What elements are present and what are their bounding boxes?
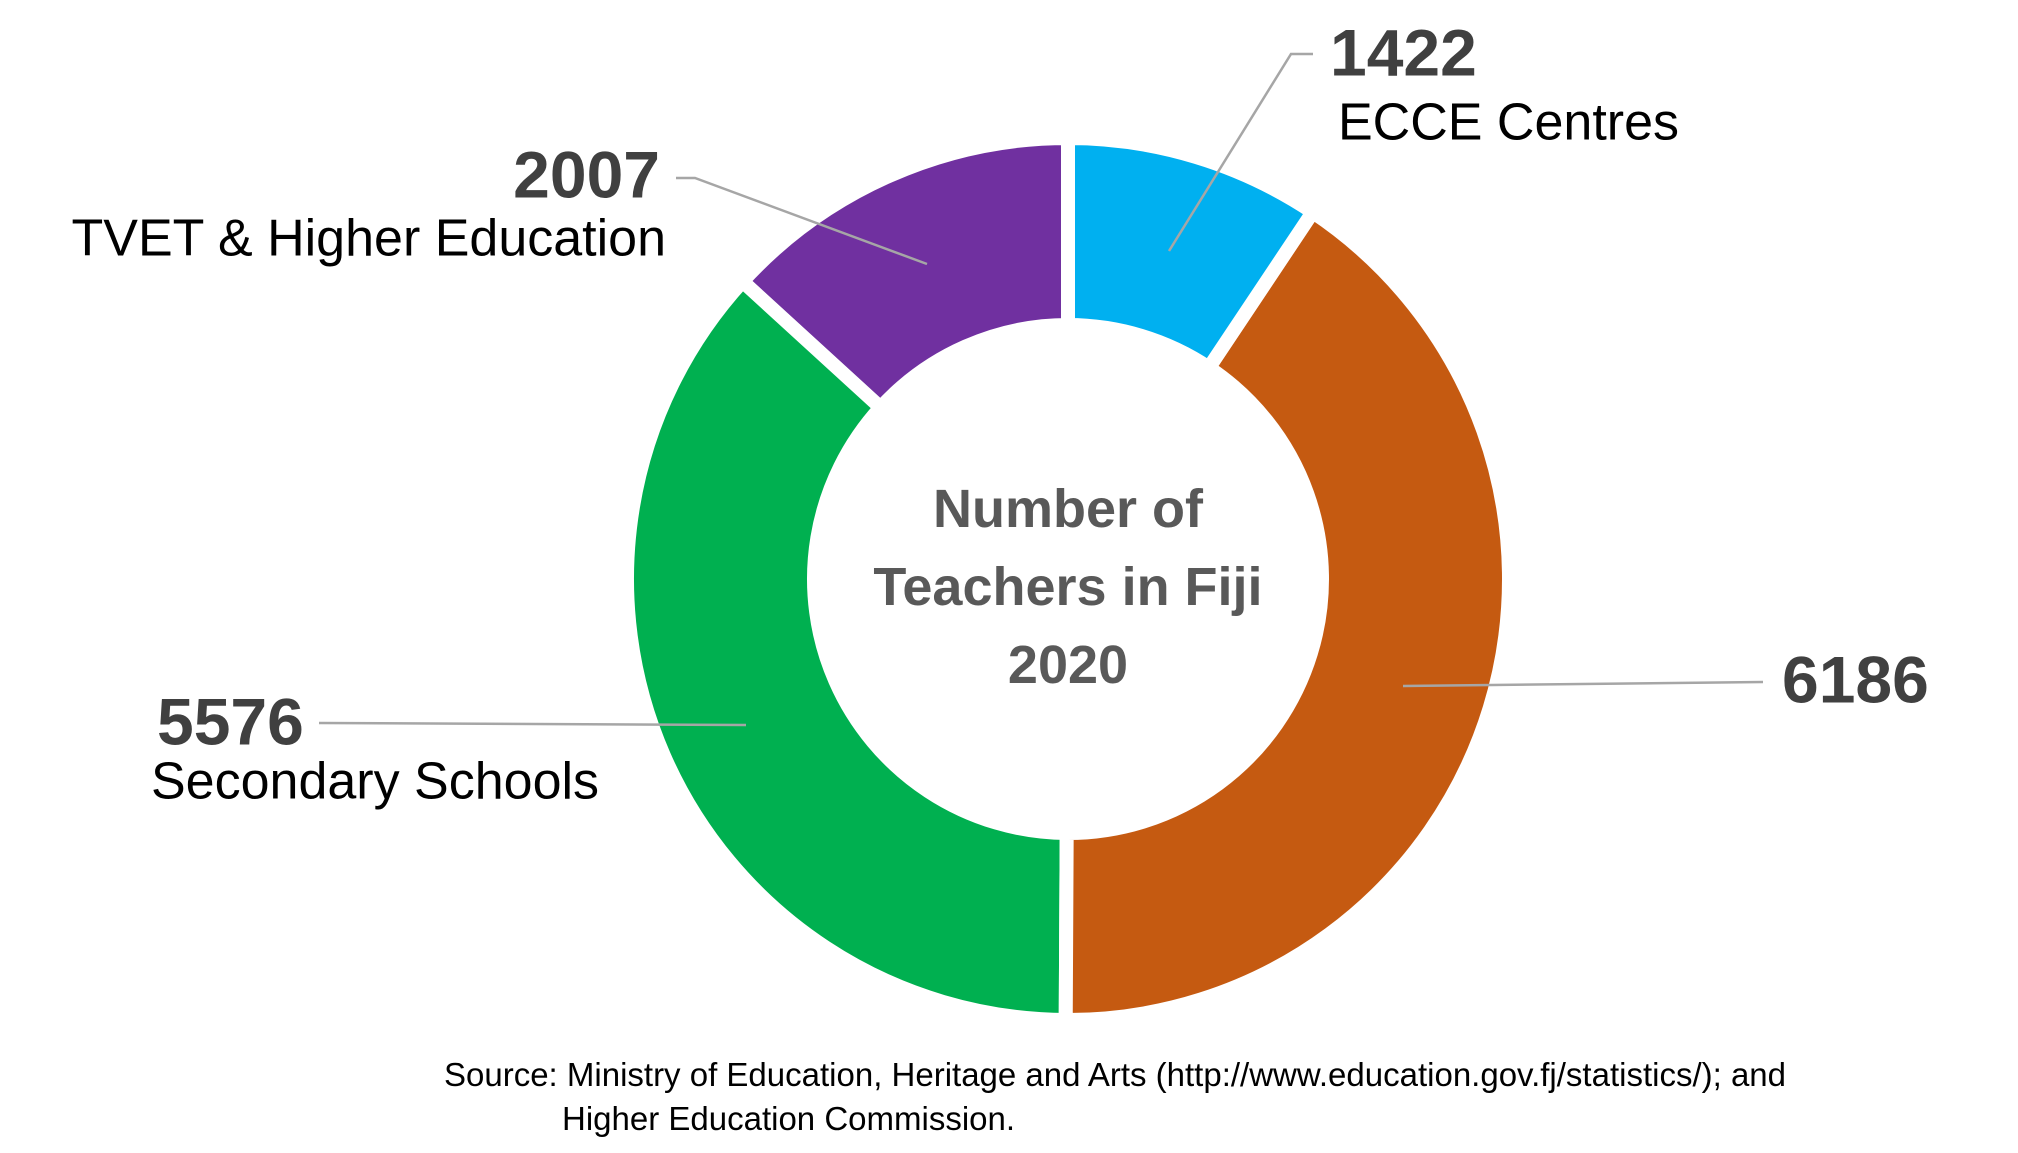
category-label: Secondary Schools: [151, 753, 599, 811]
data-label: 5576: [157, 684, 304, 758]
source-note: Source: Ministry of Education, Heritage …: [444, 1056, 1787, 1093]
chart-title: Number of Teachers in Fiji 2020: [873, 479, 1263, 695]
donut-segment: [1058, 202, 1516, 1027]
source-note: Higher Education Commission.: [562, 1100, 1016, 1137]
leader-line: [318, 721, 747, 727]
data-label: 1422: [1330, 15, 1477, 89]
category-label: ECCE Centres: [1338, 94, 1679, 152]
leader-lines: [318, 52, 1764, 727]
category-label: TVET & Higher Education: [72, 210, 666, 268]
donut-segment: [1061, 130, 1323, 378]
data-label: 6186: [1782, 642, 1929, 716]
leader-line: [1167, 52, 1313, 252]
donut-segment: [732, 130, 1075, 418]
leader-line: [1402, 680, 1764, 688]
data-label: 2007: [513, 137, 660, 211]
leader-line: [676, 176, 928, 266]
donut-segment: [620, 271, 1074, 1028]
